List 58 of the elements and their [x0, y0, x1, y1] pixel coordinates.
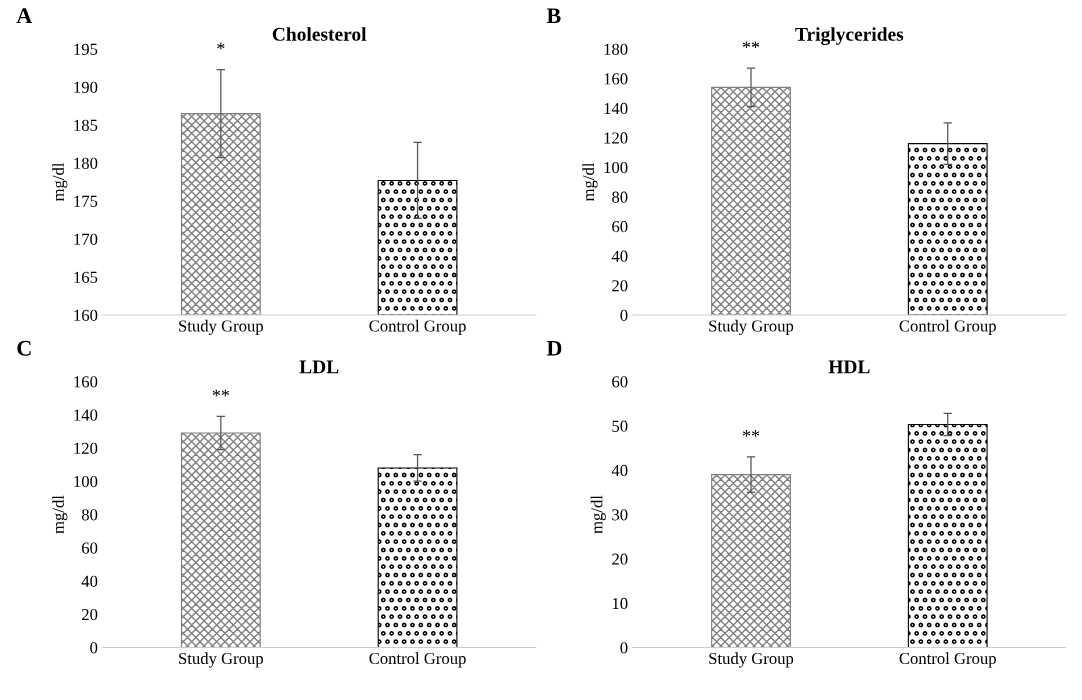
- y-tick-label: 120: [74, 442, 98, 454]
- y-tick-label: 50: [612, 420, 628, 432]
- y-tick-label: 100: [74, 475, 98, 488]
- y-axis-title: mg/dl: [52, 495, 68, 534]
- y-tick-label: 175: [74, 195, 98, 207]
- y-tick-label: 190: [74, 81, 98, 93]
- text: C: [17, 340, 31, 356]
- chart-title: Triglycerides: [795, 27, 904, 45]
- x-tick-label: Study Group: [179, 652, 263, 668]
- y-tick-label: 20: [81, 608, 98, 621]
- text: B: [546, 8, 561, 24]
- x-tick-label: Control Group: [899, 319, 996, 335]
- y-tick-label: 40: [611, 464, 628, 477]
- x-tick-label: Control Group: [369, 319, 466, 335]
- y-tick-label: 30: [612, 509, 628, 521]
- y-tick-label: 0: [620, 642, 628, 654]
- y-tick-label: 120: [604, 132, 628, 144]
- y-axis-title: mg/dl: [582, 162, 598, 202]
- y-tick-label: 140: [604, 102, 628, 115]
- y-tick-label: 80: [612, 191, 628, 203]
- y-tick-label: 180: [74, 157, 98, 169]
- y-tick-label: 180: [604, 43, 628, 55]
- y-tick-label: 20: [612, 553, 628, 565]
- y-tick-label: 160: [74, 309, 98, 321]
- chart-title: HDL: [828, 360, 870, 374]
- y-tick-label: 0: [90, 642, 98, 654]
- y-tick-label: 40: [611, 250, 628, 262]
- text: D: [546, 340, 562, 356]
- y-tick-label: 60: [612, 221, 628, 233]
- x-tick-label: Study Group: [709, 319, 794, 336]
- annotation: *: [217, 42, 225, 50]
- text: A: [16, 8, 33, 23]
- y-tick-label: 10: [612, 597, 628, 610]
- y-tick-label: 40: [81, 575, 98, 587]
- chart-title: Cholesterol: [272, 27, 367, 41]
- y-tick-label: 160: [74, 376, 98, 388]
- y-tick-label: 165: [74, 271, 98, 283]
- y-tick-label: 140: [74, 409, 98, 421]
- y-axis-title: mg/dl: [52, 162, 68, 202]
- y-tick-label: 60: [81, 542, 98, 554]
- annotation: **: [212, 389, 229, 397]
- x-tick-label: Control Group: [899, 652, 996, 668]
- x-tick-label: Study Group: [709, 652, 794, 668]
- x-tick-label: Study Group: [179, 319, 263, 336]
- x-tick-label: Control Group: [369, 652, 466, 668]
- y-tick-label: 60: [612, 376, 628, 388]
- y-tick-label: 20: [612, 280, 628, 292]
- y-tick-label: 195: [74, 43, 98, 55]
- y-tick-label: 80: [81, 509, 98, 521]
- text: **: [742, 41, 760, 49]
- y-tick-label: 0: [620, 309, 628, 321]
- chart-title: LDL: [299, 360, 339, 374]
- y-tick-label: 185: [74, 119, 98, 131]
- y-axis-title: mg/dl: [590, 495, 606, 534]
- y-tick-label: 100: [604, 161, 628, 174]
- y-tick-label: 170: [74, 233, 98, 245]
- annotation: **: [742, 430, 760, 437]
- y-tick-label: 160: [604, 73, 628, 85]
